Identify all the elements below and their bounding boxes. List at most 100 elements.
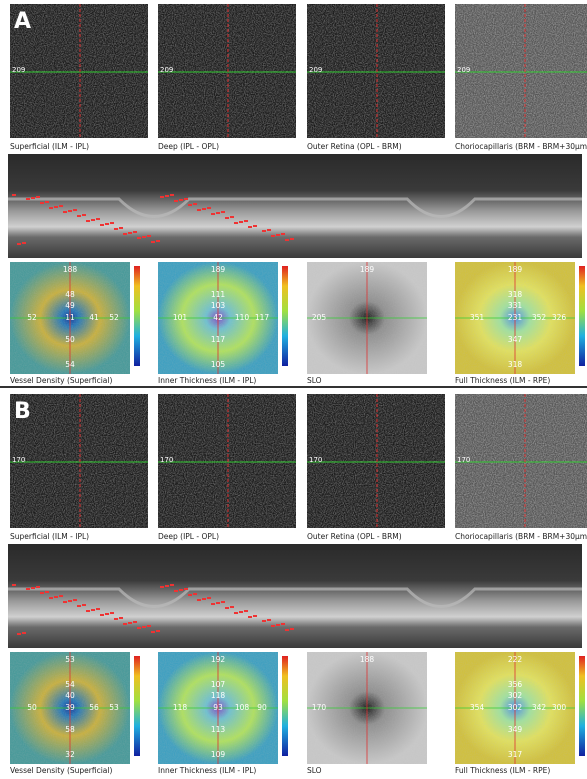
color-bar (134, 656, 140, 756)
enface-caption: Superficial (ILM - IPL) (10, 142, 89, 151)
enface-texture (455, 394, 587, 528)
bscan-image (300, 154, 582, 258)
flow-signal (216, 602, 220, 604)
map-value: 317 (508, 750, 523, 759)
map-value: 318 (508, 360, 523, 369)
enface-caption: Deep (IPL - OPL) (158, 532, 219, 541)
flow-signal (193, 203, 197, 205)
map-caption: Inner Thickness (ILM - IPL) (158, 376, 256, 385)
flow-signal (86, 610, 90, 612)
enface-caption: Outer Retina (OPL - BRM) (307, 532, 402, 541)
map-value: 56 (89, 703, 99, 712)
flow-signal (221, 211, 225, 213)
flow-signal (63, 601, 67, 603)
flow-signal (271, 625, 275, 627)
flow-signal (156, 240, 160, 242)
map-value: 351 (470, 313, 485, 322)
flow-signal (91, 609, 95, 611)
flow-signal (234, 222, 238, 224)
flow-signal (54, 596, 58, 598)
flow-signal (156, 630, 160, 632)
flow-signal (82, 604, 86, 606)
flow-signal (262, 620, 266, 622)
map-value: 54 (65, 680, 75, 689)
flow-signal (40, 592, 44, 594)
flow-signal (133, 621, 137, 623)
flow-signal (17, 243, 21, 245)
flow-signal (160, 586, 164, 588)
map-value: 54 (65, 360, 75, 369)
panel-label: A (14, 9, 31, 34)
flow-signal (105, 613, 109, 615)
map-value: 205 (312, 313, 327, 322)
map-value: 326 (552, 313, 567, 322)
flow-signal (184, 588, 188, 590)
flow-signal (12, 194, 16, 196)
flow-signal (86, 220, 90, 222)
flow-signal (137, 237, 141, 239)
map-value: 302 (508, 703, 523, 712)
flow-signal (216, 212, 220, 214)
flow-signal (100, 224, 104, 226)
map-value: 53 (65, 655, 75, 664)
flow-signal (244, 220, 248, 222)
enface-texture (307, 394, 445, 528)
map-value: 352 (532, 313, 547, 322)
enface-caption: Superficial (ILM - IPL) (10, 532, 89, 541)
panel-label: B (14, 399, 31, 424)
map-value: 103 (211, 301, 226, 310)
flow-signal (110, 612, 114, 614)
flow-signal (147, 625, 151, 627)
flow-signal (267, 619, 271, 621)
map-value: 52 (109, 313, 119, 322)
flow-signal (40, 202, 44, 204)
map-value: 356 (508, 680, 523, 689)
flow-signal (63, 211, 67, 213)
map-value: 39 (65, 703, 75, 712)
flow-signal (184, 198, 188, 200)
flow-signal (160, 196, 164, 198)
flow-signal (151, 241, 155, 243)
enface-texture (307, 4, 445, 138)
flow-signal (285, 239, 289, 241)
flow-signal (59, 595, 63, 597)
flow-signal (230, 606, 234, 608)
map-value: 109 (211, 750, 226, 759)
flow-signal (170, 194, 174, 196)
flow-signal (128, 622, 132, 624)
map-value: 113 (211, 725, 226, 734)
flow-signal (165, 585, 169, 587)
map-caption: Inner Thickness (ILM - IPL) (158, 766, 256, 775)
flow-signal (68, 600, 72, 602)
flow-signal (202, 208, 206, 210)
flow-signal (59, 205, 63, 207)
enface-texture (455, 4, 587, 138)
flow-signal (225, 217, 229, 219)
flow-signal (281, 233, 285, 235)
color-bar (282, 266, 288, 366)
map-value: 188 (63, 265, 78, 274)
flow-signal (207, 597, 211, 599)
flow-signal (267, 229, 271, 231)
map-caption: Full Thickness (ILM - RPE) (455, 766, 550, 775)
flow-signal (179, 589, 183, 591)
map-value: 93 (213, 703, 223, 712)
flow-signal (31, 197, 35, 199)
enface-caption: Deep (IPL - OPL) (158, 142, 219, 151)
enface-caption: Choriocapillaris (BRM - BRM+30µm) (455, 532, 587, 541)
map-caption: Vessel Density (Superficial) (10, 766, 112, 775)
flow-signal (244, 610, 248, 612)
map-value: 50 (65, 335, 75, 344)
map-value: 331 (508, 301, 523, 310)
flow-signal (290, 238, 294, 240)
map-value: 222 (508, 655, 523, 664)
flow-signal (22, 632, 26, 634)
flow-signal (82, 214, 86, 216)
flow-signal (100, 614, 104, 616)
map-value: 50 (27, 703, 37, 712)
flow-signal (207, 207, 211, 209)
map-value: 11 (65, 313, 75, 322)
flow-signal (188, 594, 192, 596)
flow-signal (285, 629, 289, 631)
map-value: 318 (508, 290, 523, 299)
